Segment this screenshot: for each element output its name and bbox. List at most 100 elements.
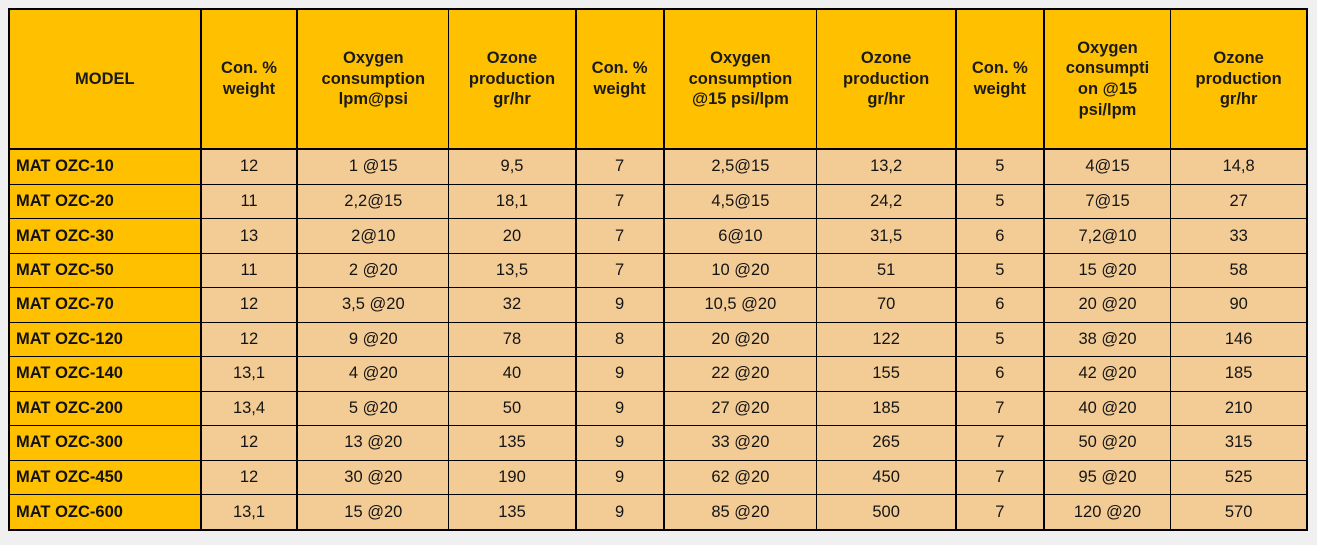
- value-cell: 4@15: [1042, 148, 1172, 185]
- value-cell: 38 @20: [1042, 321, 1172, 358]
- value-cell: 12: [199, 321, 298, 358]
- value-cell: 9: [574, 390, 664, 427]
- value-cell: 51: [816, 252, 957, 289]
- value-cell: 12: [199, 148, 298, 185]
- model-cell: MAT OZC-10: [8, 148, 202, 185]
- value-cell: 13,5: [448, 252, 577, 289]
- value-cell: 18,1: [448, 183, 577, 220]
- table-row: MAT OZC-200 13,4 5 @20 50 9 27 @20 185 7 40 @20 2…: [8, 390, 1308, 427]
- table-row: MAT OZC-300 12 13 @20 135 9 33 @20 265 7 50 @20 3…: [8, 425, 1308, 461]
- column-header: Con. % weight: [199, 8, 298, 150]
- value-cell: 13,4: [199, 390, 298, 427]
- column-header: Ozone production gr/hr: [448, 8, 577, 150]
- model-column-header: MODEL: [8, 8, 202, 150]
- value-cell: 13,1: [199, 356, 298, 392]
- value-cell: 9: [574, 425, 664, 461]
- model-cell: MAT OZC-50: [8, 252, 202, 289]
- model-cell: MAT OZC-20: [8, 183, 202, 220]
- value-cell: 14,8: [1170, 148, 1308, 185]
- column-header: Oxygen consumpti on @15 psi/lpm: [1042, 8, 1172, 150]
- column-header: Oxygen consumption lpm@psi: [296, 8, 450, 150]
- value-cell: 6: [954, 287, 1045, 323]
- value-cell: 2 @20: [296, 252, 450, 289]
- value-cell: 9,5: [448, 148, 577, 185]
- value-cell: 58: [1170, 252, 1308, 289]
- value-cell: 33 @20: [662, 425, 818, 461]
- model-cell: MAT OZC-120: [8, 321, 202, 358]
- table-row: MAT OZC-70 12 3,5 @20 32 9 10,5 @20 70 6 20 @20 9…: [8, 287, 1308, 323]
- value-cell: 5 @20: [296, 390, 450, 427]
- value-cell: 7: [574, 252, 664, 289]
- value-cell: 78: [448, 321, 577, 358]
- value-cell: 10 @20: [662, 252, 818, 289]
- value-cell: 185: [816, 390, 957, 427]
- value-cell: 7: [954, 494, 1045, 531]
- value-cell: 190: [448, 459, 577, 496]
- value-cell: 5: [954, 252, 1045, 289]
- value-cell: 13,1: [199, 494, 298, 531]
- ozone-generator-spec-table: MODEL Con. % weight Oxygen consumption lpm…: [8, 8, 1308, 531]
- value-cell: 2@10: [296, 218, 450, 254]
- value-cell: 500: [816, 494, 957, 531]
- value-cell: 11: [199, 183, 298, 220]
- value-cell: 9: [574, 494, 664, 531]
- table-row: MAT OZC-20 11 2,2@15 18,1 7 4,5@15 24,2 5 7@15 27: [8, 183, 1308, 220]
- table-row: MAT OZC-120 12 9 @20 78 8 20 @20 122 5 38 @20 146: [8, 321, 1308, 358]
- value-cell: 40: [448, 356, 577, 392]
- value-cell: 50: [448, 390, 577, 427]
- model-cell: MAT OZC-30: [8, 218, 202, 254]
- value-cell: 24,2: [816, 183, 957, 220]
- table-row: MAT OZC-50 11 2 @20 13,5 7 10 @20 51 5 15 @20 58: [8, 252, 1308, 289]
- column-header: Oxygen consumption @15 psi/lpm: [662, 8, 818, 150]
- model-cell: MAT OZC-300: [8, 425, 202, 461]
- value-cell: 2,5@15: [662, 148, 818, 185]
- value-cell: 9: [574, 459, 664, 496]
- value-cell: 120 @20: [1042, 494, 1172, 531]
- value-cell: 4,5@15: [662, 183, 818, 220]
- column-header: Ozone production gr/hr: [816, 8, 957, 150]
- column-header: Con. % weight: [954, 8, 1045, 150]
- value-cell: 525: [1170, 459, 1308, 496]
- value-cell: 20: [448, 218, 577, 254]
- value-cell: 5: [954, 183, 1045, 220]
- model-cell: MAT OZC-450: [8, 459, 202, 496]
- table-row: MAT OZC-140 13,1 4 @20 40 9 22 @20 155 6 42 @20 1…: [8, 356, 1308, 392]
- column-header: Con. % weight: [574, 8, 664, 150]
- value-cell: 6: [954, 356, 1045, 392]
- model-cell: MAT OZC-600: [8, 494, 202, 531]
- value-cell: 12: [199, 425, 298, 461]
- value-cell: 90: [1170, 287, 1308, 323]
- value-cell: 30 @20: [296, 459, 450, 496]
- value-cell: 13 @20: [296, 425, 450, 461]
- value-cell: 135: [448, 494, 577, 531]
- value-cell: 15 @20: [1042, 252, 1172, 289]
- column-header: Ozone production gr/hr: [1170, 8, 1308, 150]
- value-cell: 85 @20: [662, 494, 818, 531]
- value-cell: 9 @20: [296, 321, 450, 358]
- value-cell: 210: [1170, 390, 1308, 427]
- value-cell: 1 @15: [296, 148, 450, 185]
- value-cell: 70: [816, 287, 957, 323]
- table-row: MAT OZC-450 12 30 @20 190 9 62 @20 450 7 95 @20 5…: [8, 459, 1308, 496]
- value-cell: 5: [954, 148, 1045, 185]
- value-cell: 7: [954, 390, 1045, 427]
- value-cell: 6@10: [662, 218, 818, 254]
- value-cell: 13,2: [816, 148, 957, 185]
- value-cell: 27: [1170, 183, 1308, 220]
- value-cell: 12: [199, 459, 298, 496]
- value-cell: 32: [448, 287, 577, 323]
- value-cell: 6: [954, 218, 1045, 254]
- value-cell: 20 @20: [1042, 287, 1172, 323]
- value-cell: 12: [199, 287, 298, 323]
- value-cell: 5: [954, 321, 1045, 358]
- value-cell: 315: [1170, 425, 1308, 461]
- value-cell: 7: [954, 425, 1045, 461]
- value-cell: 7: [574, 148, 664, 185]
- value-cell: 8: [574, 321, 664, 358]
- value-cell: 9: [574, 356, 664, 392]
- value-cell: 22 @20: [662, 356, 818, 392]
- value-cell: 265: [816, 425, 957, 461]
- value-cell: 7,2@10: [1042, 218, 1172, 254]
- value-cell: 20 @20: [662, 321, 818, 358]
- value-cell: 15 @20: [296, 494, 450, 531]
